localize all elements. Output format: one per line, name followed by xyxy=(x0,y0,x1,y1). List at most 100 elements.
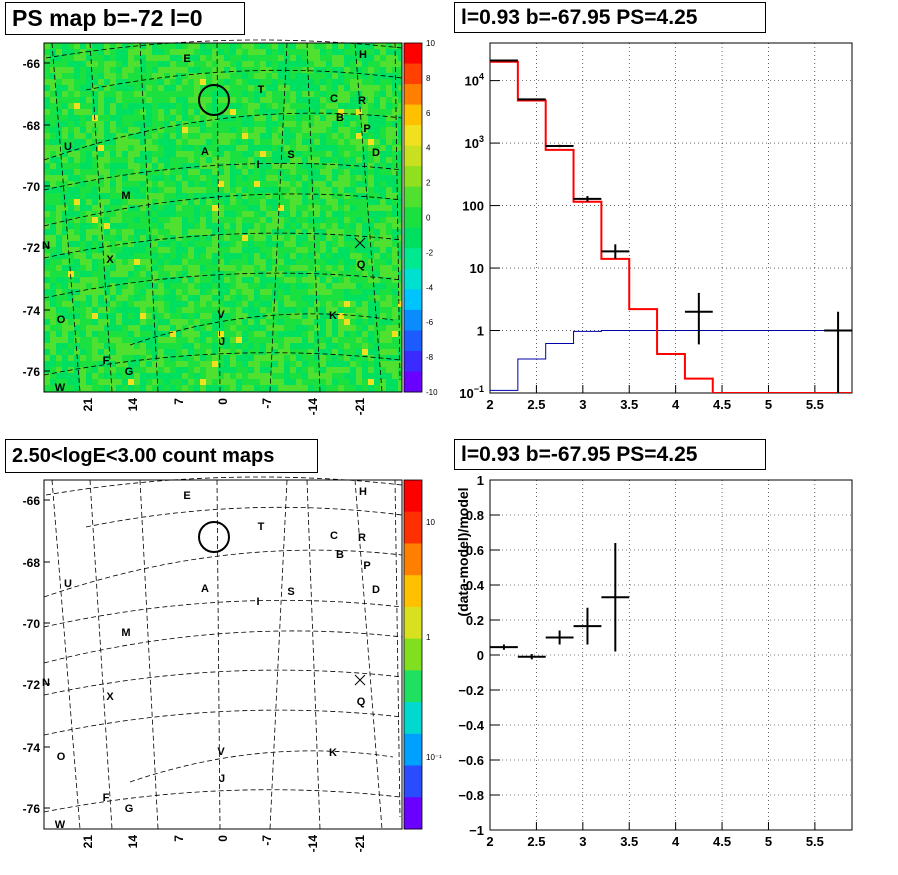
ps-map-pixel xyxy=(212,277,218,283)
count-map-pixel xyxy=(224,516,230,522)
count-map-pixel xyxy=(242,486,248,492)
count-map-pixel xyxy=(344,528,350,534)
count-map-pixel xyxy=(320,528,326,534)
ps-map-pixel xyxy=(134,229,140,235)
ps-map-pixel xyxy=(338,127,344,133)
ps-map-pixel xyxy=(332,241,338,247)
ps-map-pixel xyxy=(110,295,116,301)
count-map-pixel xyxy=(152,486,158,492)
ps-map-lon-line xyxy=(394,42,401,381)
count-map-pixel xyxy=(188,576,194,582)
ps-map-pixel xyxy=(314,229,320,235)
ps-map-pixel xyxy=(80,283,86,289)
ps-map-pixel xyxy=(44,109,50,115)
ps-map-pixel xyxy=(350,199,356,205)
ps-map-pixel xyxy=(320,169,326,175)
ps-map-pixel xyxy=(308,373,314,379)
count-map-pixel xyxy=(158,486,164,492)
ps-map-pixel xyxy=(254,97,260,103)
ps-map-pixel xyxy=(50,241,56,247)
ps-map-pixel xyxy=(296,271,302,277)
ps-map-pixel xyxy=(374,313,380,319)
ps-map-pixel xyxy=(194,295,200,301)
ps-map-pixel xyxy=(386,61,392,67)
ps-map-pixel xyxy=(164,67,170,73)
count-map-pixel xyxy=(344,486,350,492)
count-map-pixel xyxy=(92,546,98,552)
count-map-pixel xyxy=(56,552,62,558)
ps-map-pixel xyxy=(254,355,260,361)
ps-map-pixel xyxy=(308,85,314,91)
ps-map-pixel xyxy=(86,133,92,139)
count-map-pixel xyxy=(116,534,122,540)
ps-map-pixel xyxy=(224,85,230,91)
ps-map-pixel xyxy=(272,157,278,163)
ps-map-pixel xyxy=(344,373,350,379)
ps-map-pixel xyxy=(194,271,200,277)
ps-map-pixel xyxy=(146,379,152,385)
count-map-pixel xyxy=(386,570,392,576)
count-map-pixel xyxy=(164,528,170,534)
ps-colorbar-swatch xyxy=(404,145,422,167)
ps-map-pixel xyxy=(188,229,194,235)
count-map-pixel xyxy=(236,606,242,612)
ps-map-pixel xyxy=(236,109,242,115)
ps-map-pixel xyxy=(44,259,50,265)
ps-map-pixel xyxy=(182,307,188,313)
ps-map-pixel xyxy=(398,325,402,331)
ps-map-pixel xyxy=(314,163,320,169)
ps-map-pixel xyxy=(368,199,374,205)
count-map-pixel xyxy=(290,516,296,522)
ps-map-pixel xyxy=(62,367,68,373)
ps-map-pixel xyxy=(308,361,314,367)
ps-map-pixel xyxy=(80,139,86,145)
count-map-pixel xyxy=(140,480,146,486)
ps-map-pixel xyxy=(398,169,402,175)
ps-map-pixel xyxy=(314,103,320,109)
ps-map-pixel xyxy=(44,91,50,97)
ps-map-pixel xyxy=(332,193,338,199)
count-map-pixel xyxy=(290,552,296,558)
ps-map-pixel xyxy=(62,217,68,223)
ps-map-pixel xyxy=(368,163,374,169)
ps-map-pixel xyxy=(380,55,386,61)
count-map-pixel xyxy=(164,570,170,576)
ps-map-pixel xyxy=(122,157,128,163)
count-map-pixel xyxy=(230,510,236,516)
ps-map-pixel xyxy=(80,385,86,391)
ps-map-pixel xyxy=(50,55,56,61)
ps-map-pixel xyxy=(218,85,224,91)
ps-map-pixel xyxy=(212,337,218,343)
ps-map-pixel xyxy=(128,235,134,241)
count-map-pixel xyxy=(74,552,80,558)
ps-map-pixel xyxy=(308,151,314,157)
ps-map-pixel xyxy=(398,109,402,115)
count-map-pixel xyxy=(80,486,86,492)
ps-map-pixel xyxy=(134,181,140,187)
ps-map-pixel xyxy=(104,67,110,73)
ps-map-grid xyxy=(43,39,403,393)
ps-map-pixel xyxy=(296,211,302,217)
ps-map-pixel xyxy=(158,223,164,229)
ps-map-pixel xyxy=(164,181,170,187)
ps-map-pixel xyxy=(242,289,248,295)
count-map-pixel xyxy=(194,600,200,606)
ps-map-pixel xyxy=(368,217,374,223)
ps-map-source-label-b: B xyxy=(336,112,344,124)
ps-map-pixel xyxy=(110,61,116,67)
ps-map-pixel xyxy=(86,217,92,223)
ps-map-pixel xyxy=(266,349,272,355)
count-map-pixel xyxy=(290,480,296,486)
ps-map-pixel xyxy=(260,235,266,241)
ps-map-pixel xyxy=(308,181,314,187)
ps-map-pixel xyxy=(314,67,320,73)
ps-map-pixel xyxy=(50,133,56,139)
ps-map-pixel xyxy=(356,55,362,61)
ps-map-pixel xyxy=(230,283,236,289)
ps-map-pixel xyxy=(338,253,344,259)
ps-map-pixel xyxy=(356,349,362,355)
ps-map-pixel xyxy=(272,349,278,355)
ps-map-pixel xyxy=(260,271,266,277)
ps-map-pixel xyxy=(326,49,332,55)
ps-map-pixel xyxy=(206,385,212,391)
